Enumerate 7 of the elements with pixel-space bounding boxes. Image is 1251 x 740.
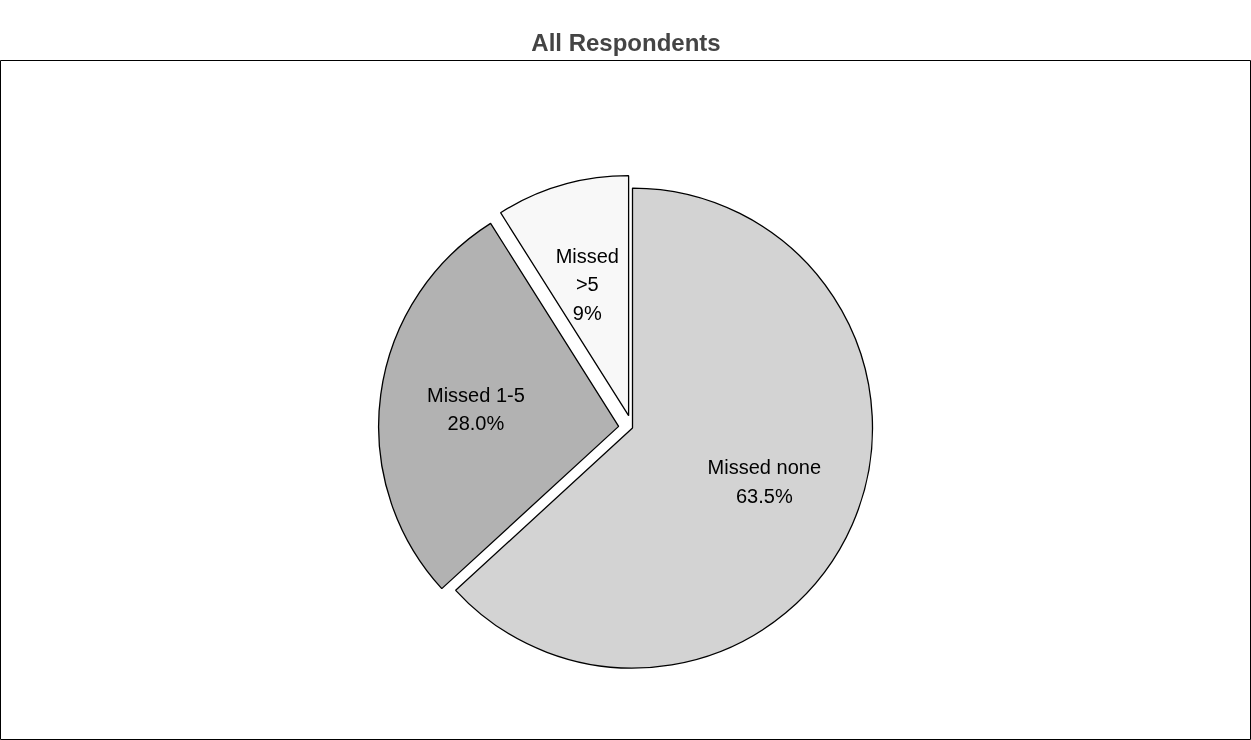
slice-label: Missed none — [707, 456, 822, 479]
chart-title: All Respondents — [531, 28, 721, 56]
data-label: 9% — [572, 301, 602, 324]
data-label: 28.0% — [447, 412, 505, 435]
slice-label: Missed 1-5 — [426, 383, 525, 406]
data-label: 63.5% — [735, 484, 793, 507]
slice-label: Missed >5 — [555, 244, 619, 296]
